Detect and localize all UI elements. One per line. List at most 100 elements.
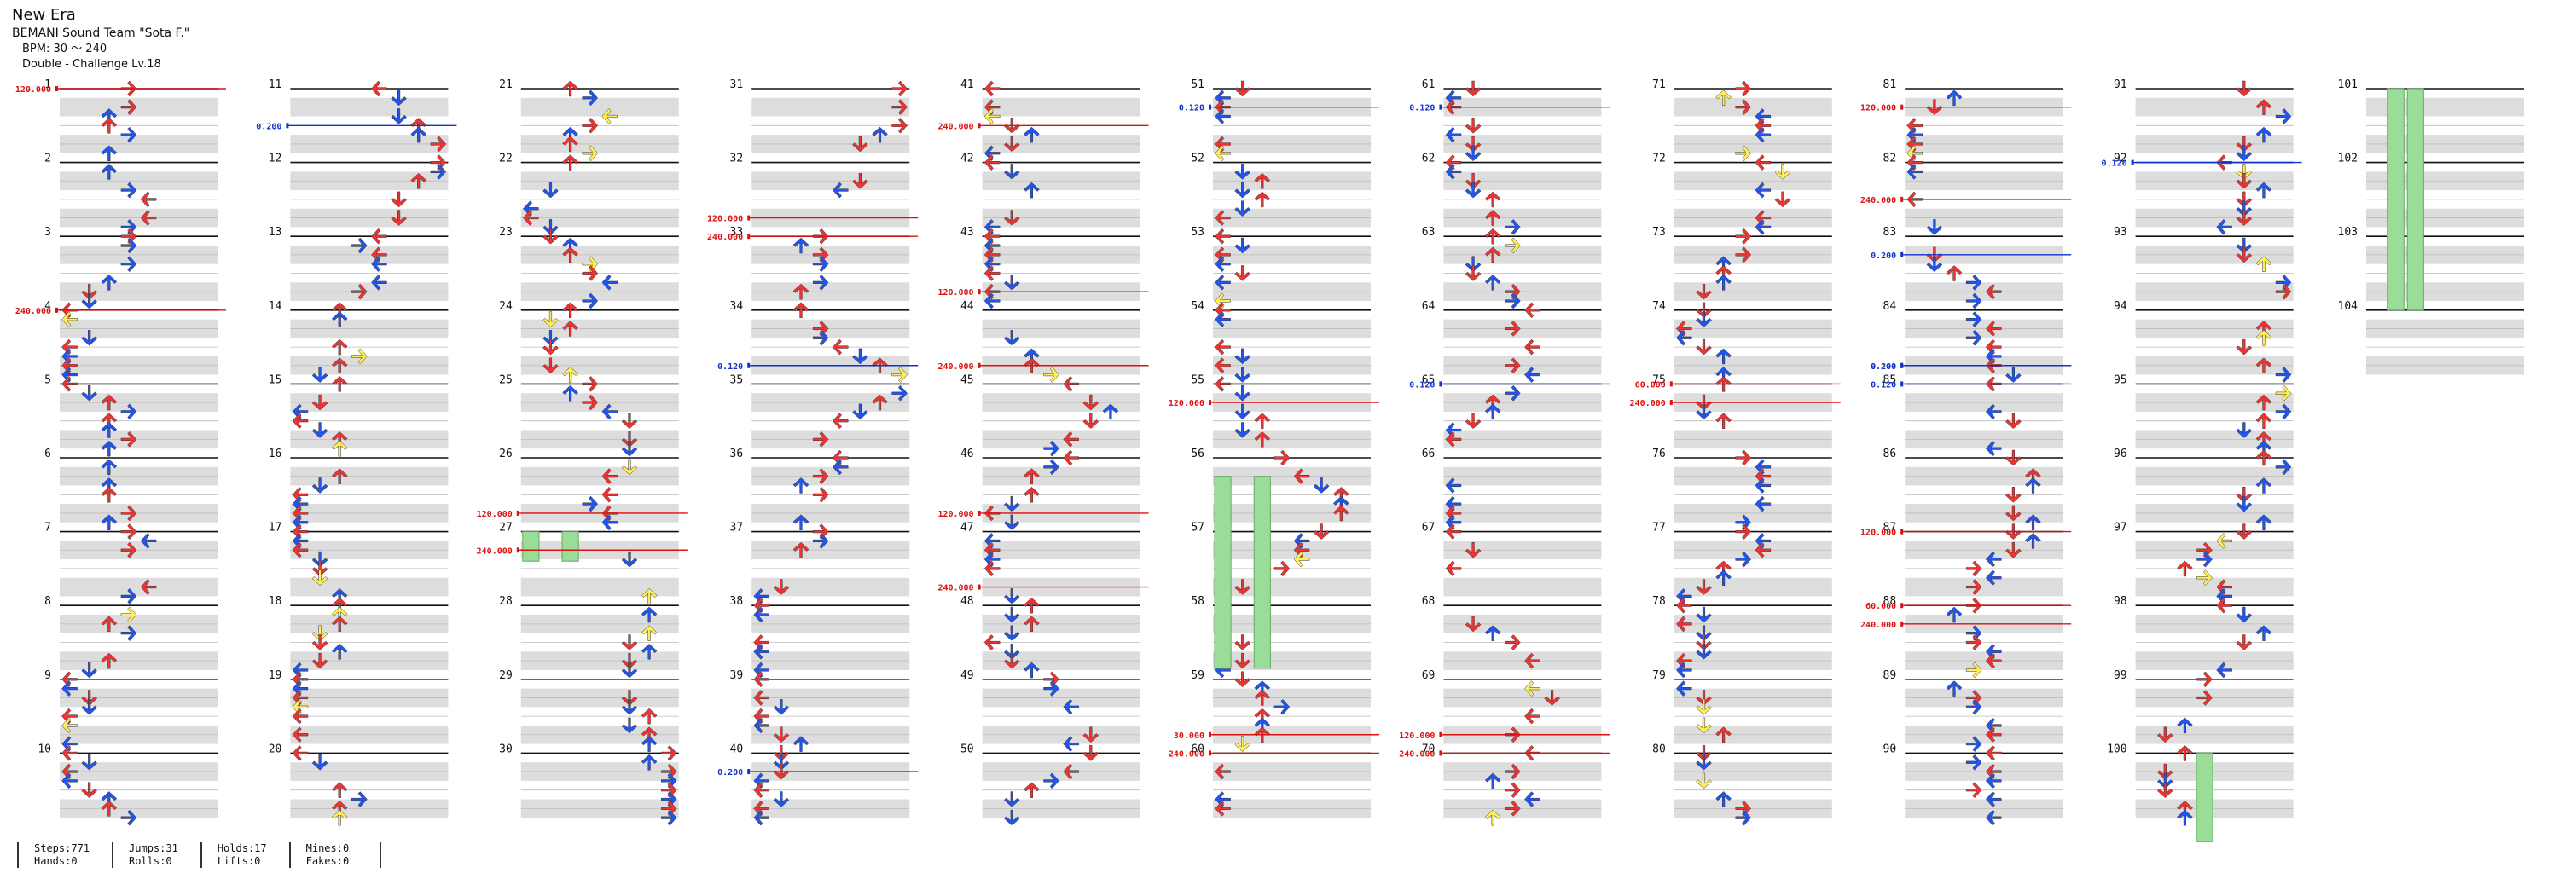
measure-64: 64 xyxy=(1422,300,1602,375)
measure-97: 97 xyxy=(2114,522,2294,597)
arrow-note-d xyxy=(542,338,559,356)
stop: 0.120 xyxy=(1871,380,2072,390)
arrow-note-d xyxy=(1234,422,1251,438)
arrow-note-u xyxy=(641,606,658,623)
arrow-note-d xyxy=(773,699,790,715)
arrow-note-r xyxy=(891,384,908,402)
stat-mines: Mines:0 xyxy=(305,842,350,854)
arrow-note-u xyxy=(1024,597,1040,614)
bpm-change-label: 120.000 xyxy=(1860,104,1896,113)
arrow-note-r xyxy=(1505,763,1521,780)
arrow-note-l xyxy=(1293,551,1310,568)
measure-65: 65 xyxy=(1422,373,1602,449)
bpm-change-label: 120.000 xyxy=(707,215,743,224)
arrow-note-r xyxy=(660,745,677,761)
arrow-note-r xyxy=(1505,321,1521,337)
arrow-note-l xyxy=(292,726,309,743)
arrow-note-r xyxy=(1735,514,1752,531)
measure-44: 44 xyxy=(960,300,1140,375)
arrow-note-l xyxy=(1215,763,1231,780)
arrow-note-r xyxy=(1505,283,1521,300)
arrow-note-l xyxy=(292,413,309,430)
arrow-note-r xyxy=(660,791,677,807)
measure-number: 95 xyxy=(2114,373,2127,386)
arrow-note-d xyxy=(2236,606,2253,623)
arrow-note-r xyxy=(2196,551,2213,568)
arrow-note-d xyxy=(1234,736,1251,752)
arrow-note-r xyxy=(120,541,137,558)
arrow-note-l xyxy=(1293,468,1310,485)
measure-number: 66 xyxy=(1422,448,1436,460)
arrow-note-u xyxy=(562,80,578,97)
arrow-note-r xyxy=(1735,80,1752,97)
arrow-note-l xyxy=(292,486,309,503)
measure-80: 80 xyxy=(1652,743,1832,818)
arrow-note-d xyxy=(1003,791,1020,807)
arrow-note-l xyxy=(61,708,78,725)
arrow-note-r xyxy=(1965,274,1982,291)
arrow-note-d xyxy=(1696,302,1712,319)
arrow-note-r xyxy=(582,495,599,512)
arrow-note-u xyxy=(410,172,427,189)
arrow-note-d xyxy=(2005,413,2022,430)
measure-number: 44 xyxy=(960,300,974,313)
measure-number: 98 xyxy=(2114,595,2127,608)
measure-number: 91 xyxy=(2114,78,2127,91)
arrow-note-d xyxy=(1003,625,1020,642)
arrow-note-d xyxy=(1003,606,1020,623)
arrow-note-l xyxy=(753,671,770,688)
arrow-note-l xyxy=(1524,791,1540,807)
arrow-note-r xyxy=(1735,228,1752,245)
stat-group-mines: Mines:0 Fakes:0 xyxy=(288,842,382,868)
arrow-note-l xyxy=(61,367,78,383)
arrow-note-l xyxy=(983,551,1001,568)
measure-94: 94 xyxy=(2114,300,2294,375)
arrow-note-d xyxy=(1234,348,1251,365)
bpm-change-tick xyxy=(1439,731,1442,737)
bpm-change-label: 240.000 xyxy=(1860,196,1896,205)
bpm-change: 120.000 xyxy=(477,510,688,519)
arrow-note-d xyxy=(773,791,790,807)
arrow-note-l xyxy=(983,80,1001,97)
arrow-note-l xyxy=(1293,541,1310,558)
arrow-note-d xyxy=(773,579,790,595)
arrow-note-l xyxy=(753,588,770,604)
arrow-note-d xyxy=(1696,699,1712,715)
arrow-note-u xyxy=(562,384,578,402)
arrow-note-l xyxy=(983,246,1001,263)
measure-number: 82 xyxy=(1883,153,1897,165)
measure-102: 102 xyxy=(2338,153,2524,228)
measure-73: 73 xyxy=(1652,226,1832,301)
arrow-note-r xyxy=(1505,634,1521,650)
arrow-note-r xyxy=(351,283,368,300)
arrow-note-u xyxy=(2177,560,2193,577)
arrow-note-l xyxy=(371,256,387,273)
arrow-note-l xyxy=(1985,348,2002,365)
stop-label: 0.200 xyxy=(717,768,743,778)
bpm-change-tick xyxy=(55,86,58,91)
arrow-note-l xyxy=(1445,431,1462,448)
arrow-note-u xyxy=(331,782,348,798)
measure-28: 28 xyxy=(499,595,679,670)
stop-tick xyxy=(747,362,751,368)
arrow-note-d xyxy=(1696,717,1712,734)
arrow-note-r xyxy=(1735,449,1752,466)
arrow-note-r xyxy=(1735,523,1752,540)
arrow-note-d xyxy=(311,422,328,438)
arrow-note-l xyxy=(983,634,1001,650)
arrow-note-l xyxy=(292,671,309,688)
bpm-change-tick xyxy=(1900,196,1904,202)
arrow-note-u xyxy=(562,367,578,383)
arrow-note-r xyxy=(1735,145,1752,162)
bpm-change: 240.000 xyxy=(1860,621,2072,630)
arrow-note-d xyxy=(311,367,328,383)
arrow-note-r xyxy=(660,782,677,799)
arrow-note-l xyxy=(1985,338,2002,356)
arrow-note-l xyxy=(1985,763,2002,780)
arrow-note-u xyxy=(1024,126,1040,143)
arrow-note-r xyxy=(120,256,137,273)
arrow-note-r xyxy=(2275,403,2292,420)
arrow-note-l xyxy=(1985,440,2002,457)
bpm-change-label: 240.000 xyxy=(1860,621,1896,630)
arrow-note-l xyxy=(1063,736,1079,752)
